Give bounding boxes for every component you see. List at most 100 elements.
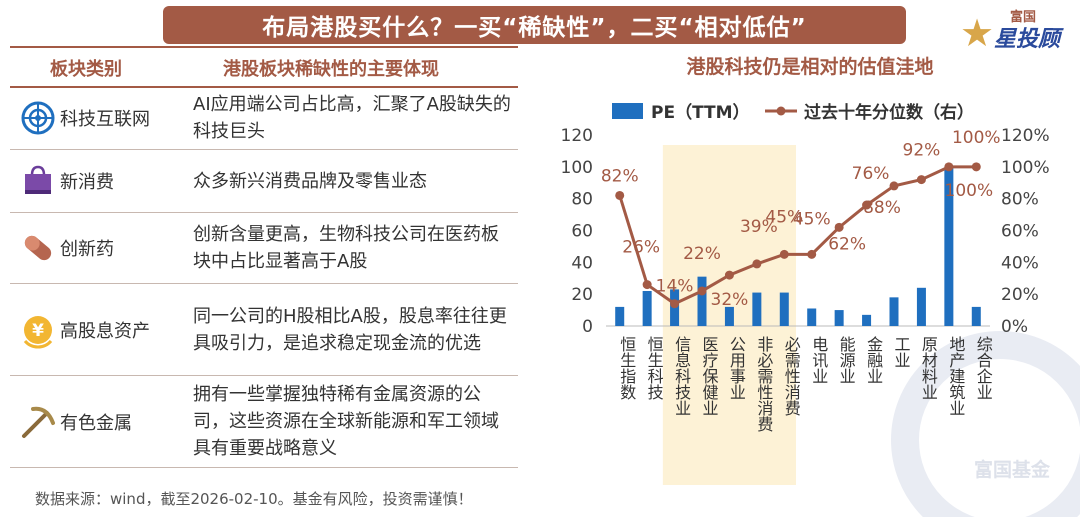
pe-bar [916,287,926,326]
percentile-point [615,190,625,200]
pe-bar [889,297,899,326]
pe-bar [807,308,817,326]
y2-tick-label: 40% [1001,253,1039,273]
logo-small-text: 富国 [1010,10,1037,25]
pe-bar [724,306,734,326]
category-label: 科技互联网 [60,108,150,130]
percentile-point [834,222,844,232]
y-tick-label: 120 [561,126,593,146]
pe-bar [752,292,762,326]
percentile-point [724,270,734,280]
pe-bar [670,289,680,326]
table-row: 新消费 众多新兴消费品牌及零售业态 [10,150,518,213]
percentile-data-label: 62% [828,234,866,254]
y-tick-label: 40 [571,253,593,273]
x-tick-label: 恒生指数 [617,336,636,400]
header-category: 板块类别 [50,59,122,80]
globe-network-icon [18,98,58,138]
percentile-data-label: 92% [903,141,941,161]
x-tick-label: 能源业 [837,336,856,384]
percentile-data-label: 100% [952,128,1001,148]
pe-bar [834,310,844,326]
y2-tick-label: 120% [1001,126,1050,146]
category-label: 新消费 [60,172,114,193]
percentile-data-label: 26% [622,238,660,258]
x-tick-label: 原材料业 [919,336,938,400]
y2-tick-label: 0% [1001,317,1028,337]
yuan-coin-icon: ¥ [18,310,58,350]
percentile-line [618,165,977,306]
logo-big-text: 星投顾 [994,27,1061,52]
percentile-data-label: 76% [852,164,890,184]
y2-tick-label: 100% [1001,158,1050,178]
category-label: 创新药 [60,239,114,260]
x-tick-label: 电讯业 [809,336,828,384]
percentile-point [752,259,762,269]
percentile-point [697,286,707,296]
watermark-text: 富国基金 [974,458,1051,481]
pe-bar [697,276,707,326]
percentile-point [916,175,926,185]
percentile-point [971,162,981,172]
percentile-data-label: 88% [863,198,901,218]
pe-bar [615,306,625,326]
description-text: AI应用端公司占比高，汇聚了A股缺失的科技巨头 [193,93,511,142]
pe-bar [944,166,954,326]
percentile-data-label: 14% [656,277,694,297]
pe-bar [642,290,652,326]
legend-bar-label: PE（TTM） [651,102,750,123]
y-tick-label: 100 [561,158,593,178]
y-tick-label: 20 [571,285,593,305]
percentile-point [862,200,872,210]
chart-title: 港股科技仍是相对的估值洼地 [686,56,934,78]
page-banner: 布局港股买什么？一买“稀缺性”，二买“相对低估” [163,6,906,44]
percentile-point [944,162,954,172]
y2-tick-label: 80% [1001,190,1039,210]
percentile-data-label: 39% [740,217,778,237]
percentile-data-label: 100% [945,181,994,201]
table-row: 有色金属 拥有一些掌握独特稀有金属资源的公司，这些资源在全球新能源和军工领域具有… [10,376,518,468]
x-tick-label: 金融业 [864,336,883,384]
table-header: 板块类别 港股板块稀缺性的主要体现 [10,46,518,88]
percentile-point [670,299,680,309]
category-label: 高股息资产 [60,320,150,342]
percentile-point [807,249,817,259]
percentile-point [642,280,652,290]
star-icon: ★ [960,11,995,55]
table-row: 创新药 创新含量更高，生物科技公司在医药板块中占比显著高于A股 [10,213,518,284]
source-note: 数据来源：wind，截至2026-02-10。基金有风险，投资需谨慎！ [35,490,473,508]
watermark-logo: 富国基金 [891,331,1080,517]
percentile-data-label: 45% [765,207,803,227]
legend-line-marker [776,106,786,116]
pe-bar [779,292,789,326]
y2-tick-label: 20% [1001,285,1039,305]
description-text: 拥有一些掌握独特稀有金属资源的公司，这些资源在全球新能源和军工领域具有重要战略意… [193,384,499,459]
highlight-band [662,145,796,485]
x-tick-label: 必需性消费 [782,336,801,416]
pill-capsule-icon [18,228,58,268]
table-row: ¥ 高股息资产 同一公司的H股相比A股，股息率往往更具吸引力，是追求稳定现金流的… [10,284,518,376]
description-text: 同一公司的H股相比A股，股息率往往更具吸引力，是追求稳定现金流的优选 [193,305,507,354]
x-tick-label: 工业 [892,336,911,368]
description-text: 创新含量更高，生物科技公司在医药板块中占比显著高于A股 [193,224,499,272]
percentile-data-label: 45% [793,209,831,229]
x-tick-label: 地产建筑业 [946,336,965,416]
percentile-data-label: 82% [601,166,639,186]
svg-text:¥: ¥ [32,321,44,341]
x-tick-label: 公用事业 [727,336,746,400]
x-tick-label: 恒生科技 [645,336,664,401]
pe-bar [971,306,981,326]
header-description: 港股板块稀缺性的主要体现 [223,59,439,80]
pe-bar [862,314,872,326]
legend-bar-swatch [612,103,643,119]
category-label: 有色金属 [60,412,132,434]
shopping-bag-icon [18,161,58,201]
percentile-point [779,249,789,259]
x-tick-label: 综合企业 [974,336,993,400]
y-tick-label: 0 [582,317,593,337]
legend-line-label: 过去十年分位数（右） [804,102,974,123]
percentile-data-label: 32% [711,290,749,310]
y2-tick-label: 60% [1001,222,1039,242]
description-text: 众多新兴消费品牌及零售业态 [193,170,427,192]
percentile-data-label: 22% [683,244,721,264]
